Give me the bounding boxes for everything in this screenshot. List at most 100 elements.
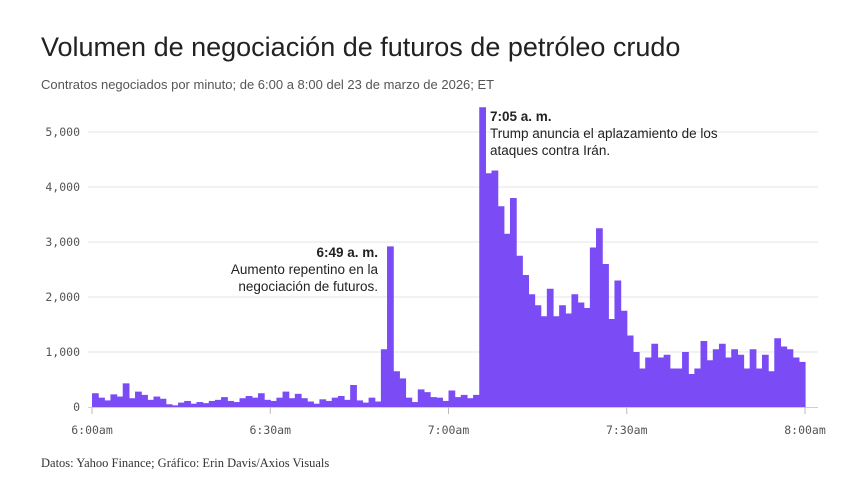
volume-bar <box>626 335 634 407</box>
volume-bar <box>663 354 671 407</box>
volume-bar <box>104 400 112 407</box>
volume-bar <box>147 399 155 407</box>
volume-bar <box>128 398 136 407</box>
volume-bar <box>239 398 247 407</box>
volume-bar <box>768 371 775 407</box>
y-tick-label: 3,000 <box>45 235 80 249</box>
volume-bar <box>577 302 585 407</box>
volume-bar <box>798 361 806 407</box>
volume-bar <box>479 107 486 407</box>
volume-bar <box>620 310 628 407</box>
volume-bar <box>780 346 788 407</box>
volume-bar <box>264 399 271 407</box>
volume-bar <box>706 360 714 407</box>
volume-bar <box>718 343 726 407</box>
volume-bar <box>368 397 376 407</box>
volume-bar <box>534 305 542 407</box>
volume-bar <box>528 294 536 407</box>
volume-bar <box>682 352 689 407</box>
volume-bar <box>110 394 118 407</box>
volume-bar <box>417 389 425 407</box>
volume-bar <box>669 368 677 407</box>
volume-bar <box>423 392 431 407</box>
volume-bar <box>344 399 351 407</box>
volume-bar <box>725 357 732 407</box>
chart-title: Volumen de negociación de futuros de pet… <box>41 32 681 62</box>
volume-bar <box>516 255 523 407</box>
volume-bar <box>270 400 277 407</box>
volume-bar <box>761 354 769 407</box>
volume-bar <box>639 368 646 407</box>
volume-bar <box>792 357 800 407</box>
volume-bar <box>731 349 738 407</box>
volume-bar <box>430 397 437 407</box>
volume-bar <box>362 402 370 407</box>
volume-bar <box>565 313 573 407</box>
volume-bar <box>380 349 388 407</box>
gridlines <box>88 131 818 353</box>
volume-bar <box>632 352 640 407</box>
axes: 0 1,000 2,000 3,000 4,000 5,000 6:00am 6:30am 7:… <box>45 125 825 437</box>
volume-bar <box>282 391 290 407</box>
volume-bar <box>153 396 161 407</box>
y-tick-label: 2,000 <box>45 290 80 304</box>
y-tick-label: 0 <box>73 400 80 414</box>
volume-bar <box>559 305 566 407</box>
volume-bar <box>749 349 757 407</box>
annotation-text: ataques contra Irán. <box>490 143 610 158</box>
volume-bar <box>399 378 407 407</box>
chart-source: Datos: Yahoo Finance; Gráfico: Erin Davi… <box>41 456 330 470</box>
volume-bar <box>98 397 105 407</box>
x-tick-label: 7:00am <box>428 423 470 437</box>
volume-bar <box>356 400 364 407</box>
volume-bar <box>712 349 720 407</box>
volume-bar <box>786 349 794 407</box>
volume-bar <box>596 228 603 407</box>
volume-bar <box>405 397 413 407</box>
volume-bar <box>448 390 456 407</box>
volume-bar <box>208 400 216 407</box>
volume-bar <box>196 402 204 407</box>
volume-bar <box>608 319 616 407</box>
annotation-text: negociación de futuros. <box>238 279 378 294</box>
volume-bar <box>214 399 222 407</box>
chart-subtitle: Contratos negociados por minuto; de 6:00… <box>41 77 495 92</box>
volume-bar <box>325 400 333 407</box>
volume-bar <box>460 394 468 407</box>
volume-bar <box>257 393 265 407</box>
volume-bar <box>245 396 253 407</box>
x-tick-label: 6:00am <box>71 423 113 437</box>
volume-bar <box>159 398 167 407</box>
volume-bar <box>307 401 314 407</box>
volume-bar <box>589 247 597 407</box>
volume-bar <box>509 198 517 407</box>
annotation: 7:05 a. m. Trump anuncia el aplazamiento … <box>490 109 718 158</box>
annotation-text: Aumento repentino en la <box>231 262 379 277</box>
x-tick-label: 6:30am <box>249 423 291 437</box>
volume-bar <box>694 368 702 407</box>
volume-bar <box>184 400 191 407</box>
volume-bar <box>755 368 763 407</box>
volume-bar <box>485 173 493 407</box>
volume-bar <box>319 399 327 407</box>
volume-bar <box>122 383 130 407</box>
volume-bar <box>294 393 302 407</box>
volume-bar <box>503 233 511 407</box>
volume-bar <box>411 402 419 407</box>
volume-bar <box>387 246 394 407</box>
volume-bar <box>171 405 179 407</box>
x-tick-label: 7:30am <box>606 423 648 437</box>
volume-bar <box>331 397 339 407</box>
volume-bar <box>190 403 198 407</box>
volume-bar <box>473 394 480 407</box>
volume-bar <box>393 371 400 407</box>
annotation: 6:49 a. m. Aumento repentino en la negocia… <box>231 245 379 294</box>
volume-bar <box>546 288 554 407</box>
annotation-time: 6:49 a. m. <box>316 245 378 260</box>
volume-bar <box>442 400 450 407</box>
volume-bar <box>337 396 345 407</box>
volume-bar <box>522 275 530 407</box>
volume-bar <box>466 398 474 407</box>
annotation-text: Trump anuncia el aplazamiento de los <box>490 126 718 141</box>
